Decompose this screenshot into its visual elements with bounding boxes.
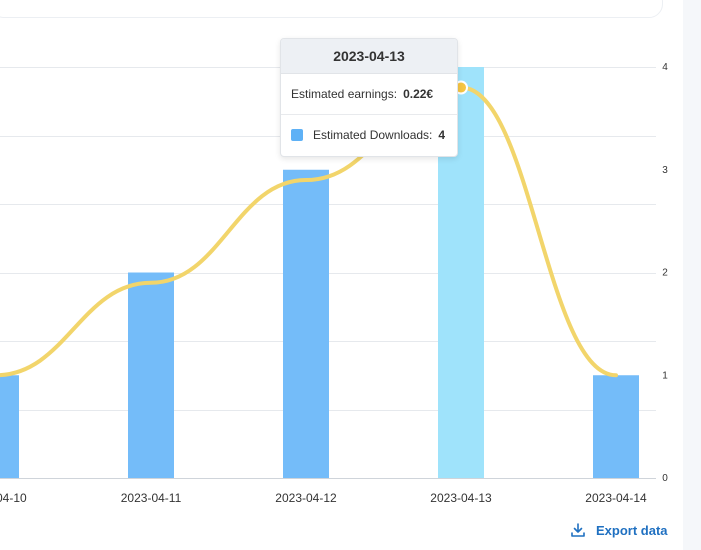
tooltip-date: 2023-04-13 <box>281 39 457 74</box>
y-tick-label: 4 <box>662 62 668 73</box>
y-tick-label: 3 <box>662 165 668 176</box>
downloads-swatch <box>291 129 303 141</box>
tooltip-earnings-label: Estimated earnings: <box>291 87 398 101</box>
x-tick-label: 2023-04-11 <box>121 491 182 505</box>
x-tick-label: 2023-04-12 <box>275 491 337 505</box>
export-data-button[interactable]: Export data <box>570 520 668 540</box>
bar-2023-04-11[interactable] <box>128 272 174 479</box>
tooltip-downloads-label: Estimated Downloads: <box>313 128 433 142</box>
bar-2023-04-12[interactable] <box>283 169 329 478</box>
earnings-line <box>0 85 618 378</box>
chart-tooltip: 2023-04-13 Estimated earnings: 0.22€ Esti… <box>280 38 458 157</box>
download-icon <box>571 523 585 537</box>
y-tick-label: 2 <box>662 268 668 279</box>
export-data-label: Export data <box>596 522 668 538</box>
x-tick-label: 2023-04-13 <box>430 491 492 505</box>
bar-2023-04-14[interactable] <box>593 375 639 478</box>
x-tick-label: 2023-04-14 <box>585 491 647 505</box>
tooltip-earnings-value: 0.22€ <box>403 87 434 101</box>
tooltip-earnings-row: Estimated earnings: 0.22€ <box>281 74 457 115</box>
bar-2023-04-10[interactable] <box>0 375 19 478</box>
y-tick-label: 1 <box>662 370 668 381</box>
tooltip-downloads-row: Estimated Downloads: 4 <box>281 115 457 155</box>
side-panel-strip <box>683 0 701 550</box>
tooltip-downloads-value: 4 <box>438 128 446 142</box>
y-tick-label: 0 <box>662 473 668 484</box>
x-tick-label: 2023-04-10 <box>0 491 27 505</box>
